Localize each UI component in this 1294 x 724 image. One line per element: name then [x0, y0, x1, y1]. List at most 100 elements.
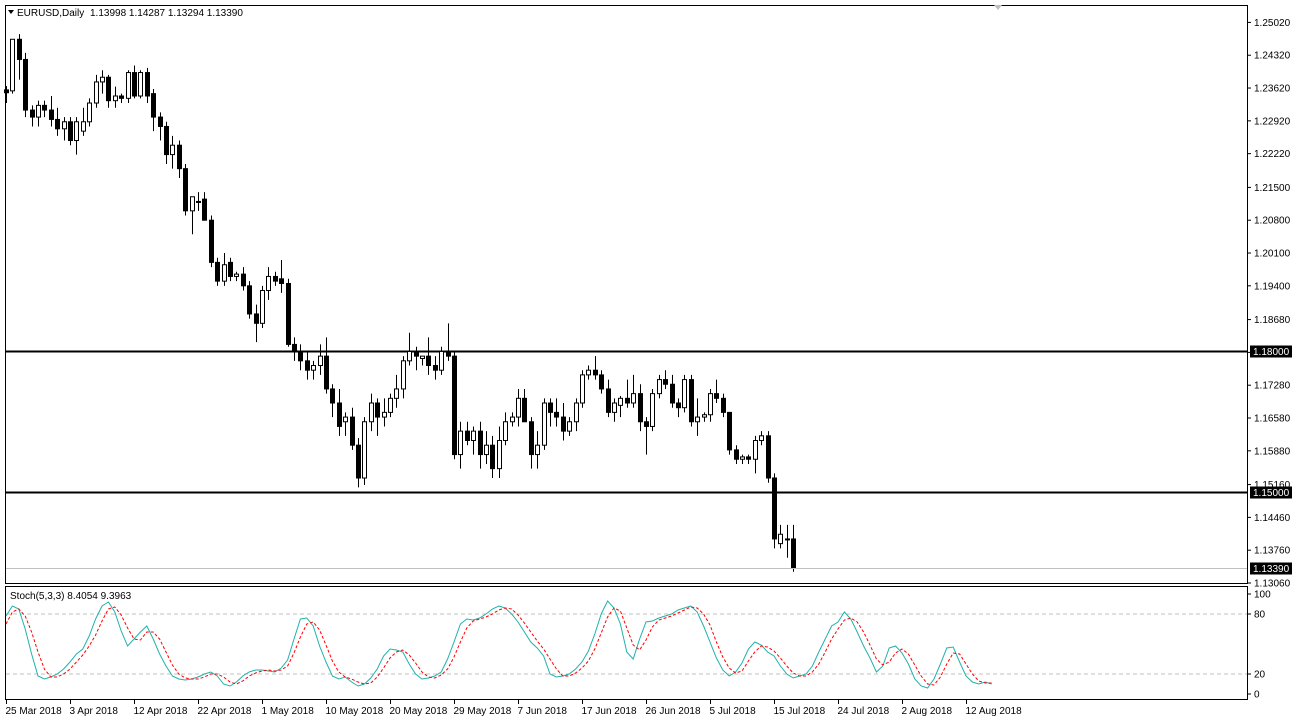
candle — [471, 426, 476, 455]
candle — [625, 379, 630, 408]
candle — [516, 388, 521, 427]
candle-body-down — [638, 393, 643, 423]
candle-body-down — [375, 402, 380, 418]
horizontal-lines[interactable] — [6, 350, 1247, 494]
candle-body-down — [772, 477, 777, 540]
candle — [618, 395, 623, 418]
price-tick-label: 1.20800 — [1254, 216, 1291, 227]
stoch-signal-line — [5, 606, 992, 686]
candle — [356, 438, 361, 488]
candle-body-up — [695, 416, 700, 423]
candle-body-up — [87, 102, 92, 123]
candle-body-up — [586, 369, 591, 376]
candle — [650, 388, 655, 432]
time-tick-label: 25 Mar 2018 — [6, 706, 63, 717]
price-tick-label: 1.25020 — [1254, 18, 1291, 29]
candle — [177, 140, 182, 179]
candle — [190, 196, 195, 235]
candle-body-down — [106, 76, 111, 102]
candle-body-down — [561, 416, 566, 432]
candle — [663, 370, 668, 389]
candle-body-up — [190, 196, 195, 212]
candle — [631, 374, 636, 408]
candle-body-up — [618, 397, 623, 406]
candle-body-down — [734, 449, 739, 460]
candle-body-up — [503, 421, 508, 442]
candle-body-up — [10, 38, 15, 92]
candle — [458, 421, 463, 469]
candle — [714, 379, 719, 404]
candle — [759, 431, 764, 446]
candle — [234, 271, 239, 282]
candle-body-down — [183, 168, 188, 212]
candle — [330, 384, 335, 418]
horizontal-line-label: 1.15000 — [1253, 488, 1290, 499]
candle-body-down — [350, 416, 355, 446]
stoch-tick-label: 20 — [1254, 670, 1266, 681]
candle — [30, 105, 35, 127]
candle — [670, 374, 675, 408]
candle — [305, 351, 310, 380]
candle-body-down — [177, 144, 182, 170]
candle — [49, 95, 54, 127]
candle — [247, 281, 252, 319]
candle-body-down — [132, 72, 137, 97]
time-tick-label: 22 Apr 2018 — [198, 706, 252, 717]
candle — [170, 135, 175, 169]
candle — [689, 374, 694, 427]
time-tick-label: 29 May 2018 — [454, 706, 512, 717]
candle-body-down — [55, 118, 60, 130]
stoch-panel — [5, 586, 1248, 700]
candle-body-down — [68, 121, 73, 142]
chart-shift-marker-icon[interactable] — [994, 5, 1002, 10]
candle — [414, 346, 419, 371]
candle-body-up — [439, 350, 444, 371]
candle — [369, 393, 374, 432]
candle — [433, 356, 438, 380]
candle-body-down — [593, 369, 598, 376]
candle-body-down — [202, 198, 207, 221]
candle-body-down — [446, 350, 451, 357]
time-tick-label: 10 May 2018 — [326, 706, 384, 717]
candle-body-down — [164, 125, 169, 156]
candle-body-up — [234, 273, 239, 277]
time-tick-label: 5 Jul 2018 — [710, 706, 757, 717]
candle-body-up — [401, 360, 406, 390]
candle — [465, 421, 470, 446]
candle-body-down — [30, 109, 35, 118]
candle-body-down — [324, 355, 329, 390]
candle — [151, 88, 156, 132]
candle — [401, 356, 406, 399]
candle — [10, 38, 15, 94]
price-tick-label: 1.19400 — [1254, 281, 1291, 292]
symbol-dropdown-icon[interactable] — [8, 10, 14, 14]
candle — [273, 271, 278, 286]
candle-body-down — [49, 109, 54, 120]
candle-body-up — [126, 72, 131, 99]
candle-body-down — [209, 219, 214, 263]
stoch-axis: 100 80 20 0 — [6, 590, 1271, 701]
candle — [228, 257, 233, 282]
candle-body-down — [247, 285, 252, 315]
time-tick-label: 12 Apr 2018 — [134, 706, 188, 717]
candle — [266, 267, 271, 300]
candle-body-down — [426, 355, 431, 367]
candle-body-up — [567, 421, 572, 432]
candle — [202, 192, 207, 221]
candle-body-up — [740, 456, 745, 460]
current-price-label-bg — [1250, 562, 1292, 575]
candle-body-down — [465, 430, 470, 442]
candle-body-down — [433, 365, 438, 371]
stoch-main-line — [5, 600, 992, 689]
candle — [580, 370, 585, 408]
candle — [657, 374, 662, 399]
candle — [490, 435, 495, 479]
candle — [695, 398, 700, 436]
candle — [279, 260, 284, 293]
candle — [106, 74, 111, 108]
candle-body-up — [113, 95, 118, 102]
candle — [753, 435, 758, 474]
candle — [23, 52, 28, 118]
candlestick-series — [4, 34, 796, 572]
candle — [74, 117, 79, 155]
